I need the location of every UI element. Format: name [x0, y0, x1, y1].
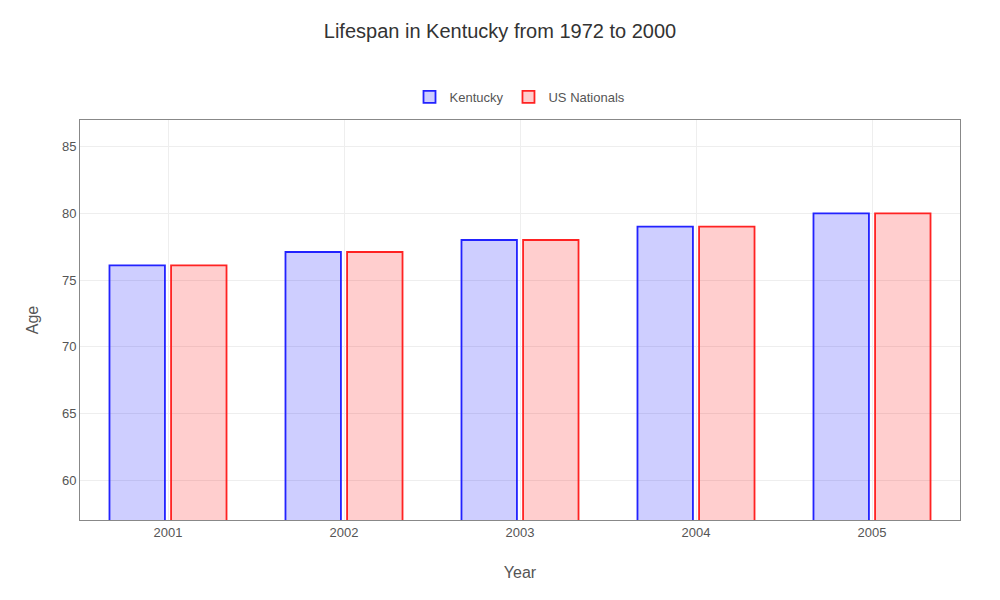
svg-text:60: 60 [62, 473, 76, 488]
svg-text:Age: Age [24, 306, 41, 335]
svg-text:2005: 2005 [858, 525, 887, 540]
svg-text:75: 75 [62, 273, 76, 288]
svg-text:Kentucky: Kentucky [450, 90, 504, 105]
svg-text:2004: 2004 [682, 525, 711, 540]
svg-text:2001: 2001 [154, 525, 183, 540]
svg-text:Lifespan in Kentucky from 1972: Lifespan in Kentucky from 1972 to 2000 [324, 20, 676, 42]
svg-text:80: 80 [62, 206, 76, 221]
svg-text:65: 65 [62, 406, 76, 421]
svg-text:Year: Year [504, 564, 537, 581]
svg-text:85: 85 [62, 139, 76, 154]
svg-text:2002: 2002 [330, 525, 359, 540]
svg-text:US Nationals: US Nationals [548, 90, 624, 105]
svg-text:70: 70 [62, 339, 76, 354]
svg-text:2003: 2003 [506, 525, 535, 540]
